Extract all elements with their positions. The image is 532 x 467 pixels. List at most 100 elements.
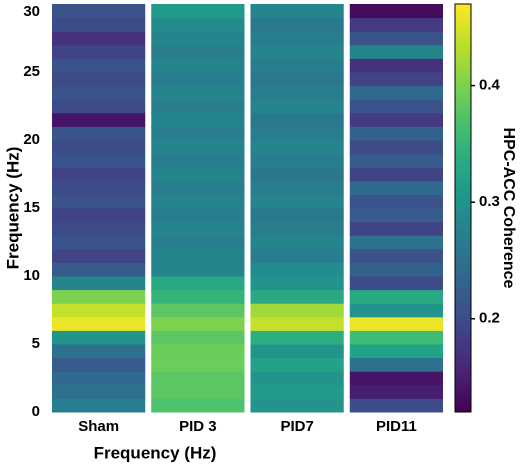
heatmap-cell xyxy=(349,17,443,32)
heatmap-cell xyxy=(349,316,443,331)
heatmap-cell xyxy=(151,180,245,195)
heatmap-cell xyxy=(52,85,146,100)
heatmap-cell xyxy=(52,303,146,318)
heatmap-cell xyxy=(349,194,443,209)
heatmap-cell xyxy=(250,31,344,46)
heatmap-cell xyxy=(151,398,245,413)
heatmap-cell xyxy=(349,330,443,345)
x-tick-label: Sham xyxy=(78,418,119,435)
colorbar-tick-label: 0.3 xyxy=(479,193,500,210)
heatmap-cell xyxy=(250,289,344,304)
heatmap-cell xyxy=(349,289,443,304)
heatmap-cell xyxy=(52,384,146,399)
heatmap-cell xyxy=(349,85,443,100)
heatmap-cell xyxy=(250,112,344,127)
heatmap-cell xyxy=(52,17,146,32)
heatmap-cell xyxy=(52,276,146,291)
x-tick-label: PID11 xyxy=(376,418,417,435)
heatmap-cell xyxy=(52,126,146,141)
heatmap-cell xyxy=(349,4,443,19)
heatmap-cell xyxy=(349,357,443,372)
heatmap-cell xyxy=(151,221,245,236)
heatmap-cell xyxy=(250,248,344,263)
heatmap-cell xyxy=(151,208,245,223)
heatmap-cell xyxy=(349,167,443,182)
heatmap-cell xyxy=(349,208,443,223)
heatmap-cell xyxy=(349,344,443,359)
heatmap-cell xyxy=(349,235,443,250)
heatmap-cell xyxy=(250,316,344,331)
heatmap-cell xyxy=(151,167,245,182)
heatmap-cell xyxy=(52,153,146,168)
heatmap-cell xyxy=(52,330,146,345)
heatmap-cell xyxy=(151,85,245,100)
heatmap-cell xyxy=(52,31,146,46)
heatmap-cell xyxy=(250,344,344,359)
heatmap-cell xyxy=(349,58,443,73)
colorbar-tick-label: 0.2 xyxy=(479,310,500,327)
colorbar-tick-label: 0.4 xyxy=(479,77,501,94)
heatmap-cell xyxy=(349,221,443,236)
heatmap-cell xyxy=(151,126,245,141)
heatmap-cell xyxy=(52,140,146,155)
heatmap-cell xyxy=(52,221,146,236)
heatmap-cell xyxy=(151,72,245,87)
heatmap-cell xyxy=(250,357,344,372)
heatmap-cell xyxy=(52,248,146,263)
heatmap-cell xyxy=(250,126,344,141)
heatmap-cell xyxy=(52,357,146,372)
heatmap-cell xyxy=(250,221,344,236)
heatmap-cell xyxy=(349,262,443,277)
heatmap-cell xyxy=(52,371,146,386)
heatmap-cell xyxy=(250,167,344,182)
heatmap-cell xyxy=(250,4,344,19)
heatmap-cell xyxy=(151,153,245,168)
colorbar-label: HPC-ACC Coherence xyxy=(500,128,517,289)
heatmap-cell xyxy=(349,180,443,195)
heatmap-cell xyxy=(349,153,443,168)
heatmap-cell xyxy=(52,262,146,277)
heatmap-cell xyxy=(52,58,146,73)
heatmap-cell xyxy=(250,180,344,195)
heatmap-cell xyxy=(151,303,245,318)
x-axis-label: Frequency (Hz) xyxy=(94,443,217,462)
heatmap-cell xyxy=(349,44,443,59)
heatmap-cell xyxy=(349,276,443,291)
heatmap-cell xyxy=(250,330,344,345)
heatmap-cell xyxy=(151,17,245,32)
heatmap-cell xyxy=(250,384,344,399)
heatmap-cell xyxy=(349,31,443,46)
heatmap-cell xyxy=(349,140,443,155)
heatmap-cell xyxy=(151,4,245,19)
heatmap-cell xyxy=(151,112,245,127)
heatmap-cell xyxy=(52,235,146,250)
heatmap-cell xyxy=(250,85,344,100)
heatmap-cell xyxy=(250,58,344,73)
heatmap-cell xyxy=(250,235,344,250)
heatmap-cell xyxy=(250,140,344,155)
heatmap-cell xyxy=(250,17,344,32)
heatmap-cell xyxy=(52,194,146,209)
heatmap-cell xyxy=(349,384,443,399)
heatmap-cell xyxy=(151,44,245,59)
heatmap-cell xyxy=(349,126,443,141)
heatmap-cell xyxy=(151,384,245,399)
y-tick-label: 10 xyxy=(23,267,40,284)
heatmap-cell xyxy=(52,289,146,304)
heatmap-cell xyxy=(151,276,245,291)
heatmap-cell xyxy=(52,344,146,359)
heatmap-cell xyxy=(151,357,245,372)
heatmap-cell xyxy=(52,99,146,114)
heatmap-cell xyxy=(151,248,245,263)
heatmap-cell xyxy=(151,140,245,155)
heatmap-cell xyxy=(250,99,344,114)
heatmap-cell xyxy=(151,316,245,331)
heatmap-cell xyxy=(151,31,245,46)
heatmap-cell xyxy=(151,235,245,250)
heatmap-cell xyxy=(250,371,344,386)
heatmap-cell xyxy=(250,194,344,209)
heatmap-cell xyxy=(151,289,245,304)
heatmap-cell xyxy=(349,248,443,263)
y-tick-label: 0 xyxy=(32,403,40,420)
